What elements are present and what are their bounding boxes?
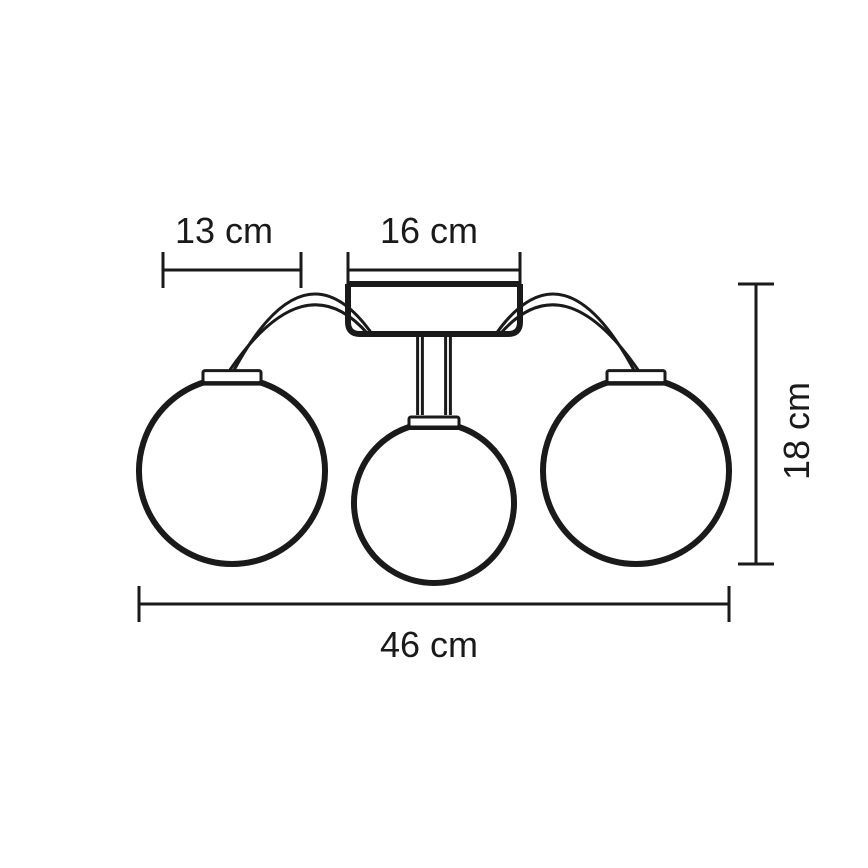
arm [500,305,638,370]
globe-center [354,427,514,583]
arm [230,305,368,370]
globe-right [543,383,729,564]
globe-left [139,383,325,564]
lamp-dimension-diagram [0,0,868,868]
dim-label-base-width: 16 cm [380,210,478,252]
dim-label-globe-diameter: 13 cm [175,210,273,252]
dim-label-total-width: 46 cm [380,624,478,666]
diagram-stage: 13 cm 16 cm 46 cm 18 cm [0,0,868,868]
ceiling-base [348,284,520,334]
dim-label-height: 18 cm [776,382,818,480]
